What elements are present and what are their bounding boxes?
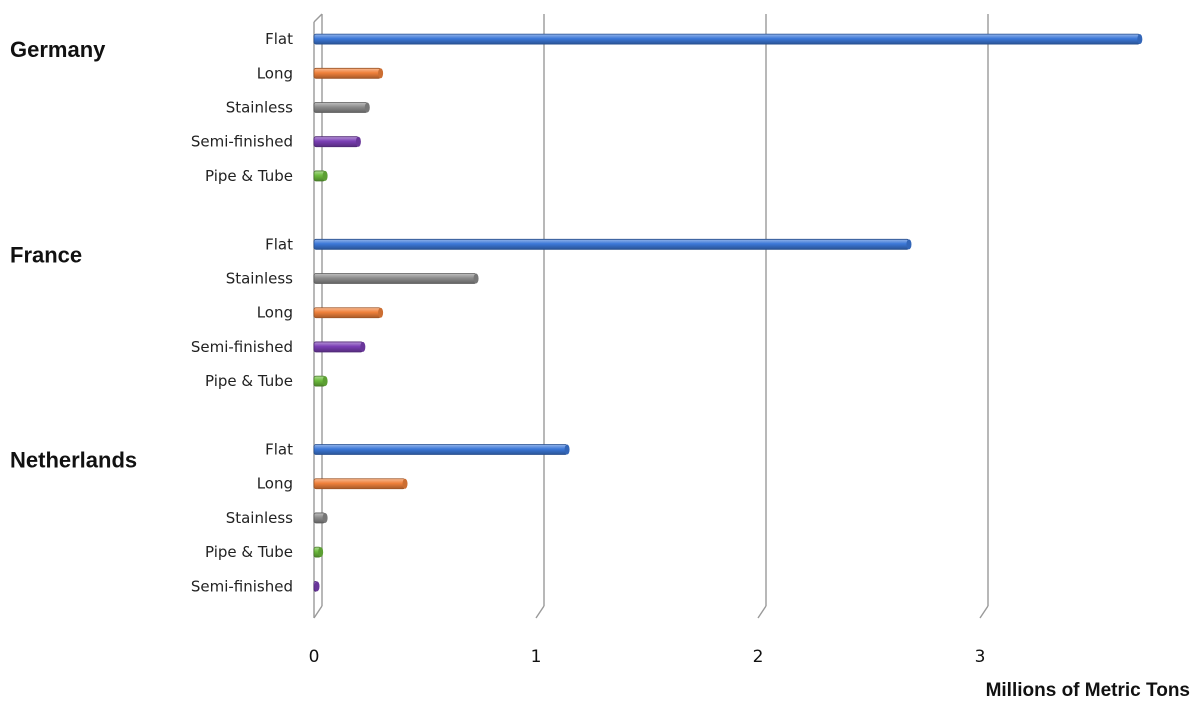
category-label: Long [257, 304, 293, 322]
grid-line-floor [535, 605, 545, 619]
category-label: Flat [265, 441, 293, 459]
category-label: Pipe & Tube [205, 167, 293, 185]
bar-cap [906, 239, 912, 250]
bar-france-long [313, 307, 381, 319]
group-labels: Germany France Netherlands [10, 37, 137, 472]
x-tick-label: 2 [753, 647, 764, 667]
grid-line-floor [979, 605, 989, 619]
category-label: Pipe & Tube [205, 543, 293, 561]
grid-lines [313, 13, 989, 619]
category-label: Stainless [226, 509, 293, 527]
bar-cap [564, 444, 570, 455]
group-label-france: France [10, 242, 82, 267]
category-label: Flat [265, 235, 293, 253]
x-axis-ticks: 01234 [309, 647, 1197, 667]
bar-cap [473, 273, 479, 284]
x-axis-title: Millions of Metric Tons [986, 680, 1190, 701]
bar-cap [314, 581, 320, 592]
bar-netherlands-long [313, 478, 406, 490]
bar-germany-stainless [313, 102, 368, 113]
bar-france-semi-finished [313, 341, 364, 353]
category-labels: Flat Long Stainless Semi-finished Pipe & Tub… [191, 30, 293, 595]
category-label: Pipe & Tube [205, 372, 293, 390]
grid-line-floor [757, 605, 767, 619]
bar-france-stainless [313, 273, 477, 284]
bar-cap [378, 307, 384, 318]
category-label: Semi-finished [191, 133, 293, 151]
bar-cap [360, 341, 366, 352]
category-label: Long [257, 475, 293, 493]
bar-france-flat [313, 238, 910, 250]
x-tick-label: 0 [309, 647, 320, 667]
bar-cap [322, 170, 328, 181]
bar-netherlands-flat [313, 444, 568, 455]
category-label: Semi-finished [191, 577, 293, 595]
group-label-germany: Germany [10, 37, 106, 62]
bar-cap [378, 68, 384, 79]
bar-germany-semi-finished [313, 136, 359, 148]
bar-germany-long [313, 67, 381, 79]
bar-cap [318, 547, 324, 558]
bar-cap [402, 478, 408, 489]
x-tick-label: 3 [975, 647, 986, 667]
category-label: Semi-finished [191, 338, 293, 356]
group-label-netherlands: Netherlands [10, 448, 137, 473]
y-axis-top [313, 13, 323, 23]
x-tick-label: 1 [531, 647, 542, 667]
bar-cap [322, 512, 328, 523]
category-label: Stainless [226, 99, 293, 117]
category-label: Stainless [226, 270, 293, 288]
bar-germany-flat [313, 33, 1141, 45]
category-label: Long [257, 64, 293, 82]
bar-cap [355, 136, 361, 147]
bars [313, 33, 1143, 592]
bar-cap [1137, 34, 1143, 45]
category-label: Flat [265, 30, 293, 48]
bar-cap [322, 376, 328, 387]
grid-line-floor [313, 605, 323, 619]
bar-cap [364, 102, 370, 113]
